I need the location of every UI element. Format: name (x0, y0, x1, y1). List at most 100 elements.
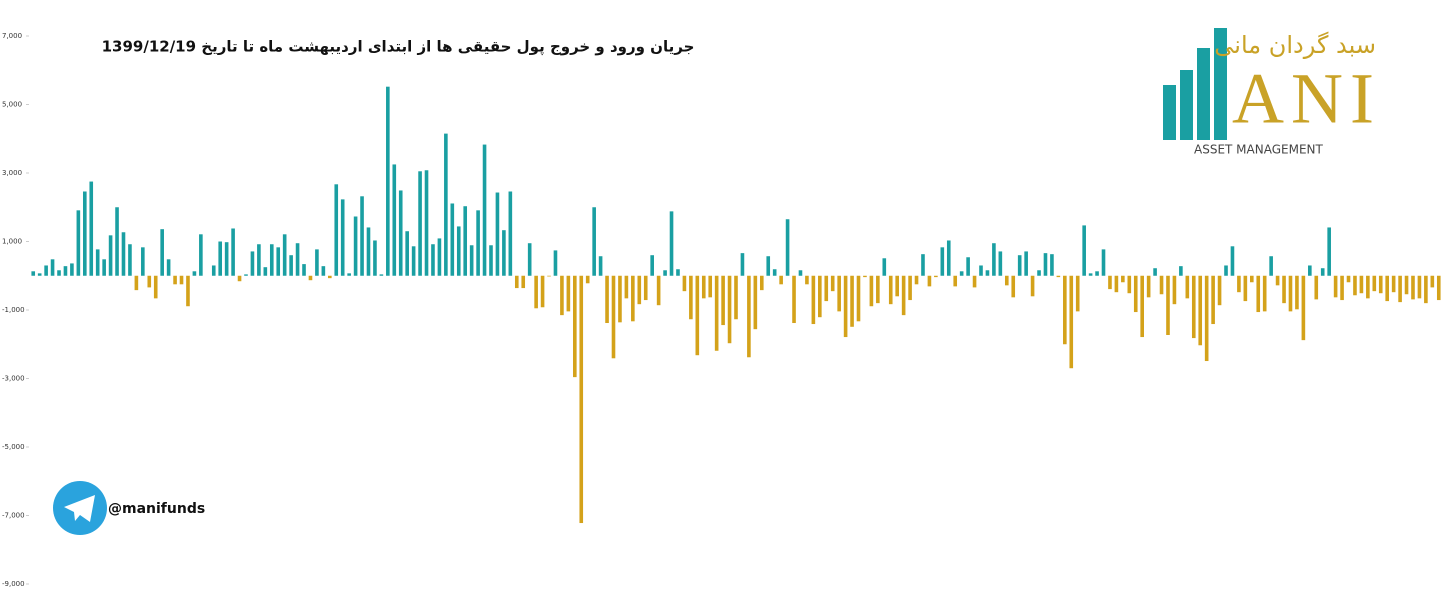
bar (747, 275, 751, 358)
bar (456, 226, 461, 276)
bar (972, 275, 977, 288)
bar (134, 275, 139, 291)
bar (560, 275, 564, 316)
bar (946, 240, 951, 276)
bar (876, 275, 880, 304)
bar (734, 275, 738, 320)
bar (618, 275, 622, 323)
bar (1391, 275, 1396, 293)
bar (682, 275, 687, 292)
bar (340, 199, 345, 276)
bar (276, 247, 281, 276)
bar (1430, 275, 1435, 288)
bar (895, 275, 899, 297)
bar (166, 259, 171, 276)
y-tick-label: 1,000 (2, 238, 22, 246)
bar (740, 253, 745, 276)
y-tick-label: 3,000 (2, 169, 22, 177)
bar (772, 269, 777, 276)
bar (676, 269, 680, 276)
bar (263, 267, 268, 276)
bar (631, 275, 635, 322)
bar (1217, 275, 1222, 306)
bar (1424, 275, 1428, 304)
logo-persian: سبد گردان مانی (1214, 31, 1376, 59)
bar (850, 275, 854, 327)
bar (1166, 275, 1170, 336)
bar (347, 273, 351, 276)
bar (1082, 225, 1086, 276)
bar (534, 275, 538, 309)
bar (1320, 268, 1325, 276)
bar (1262, 275, 1267, 312)
bar (721, 275, 725, 326)
bar (179, 275, 184, 285)
bar (1146, 275, 1151, 298)
bar (1372, 275, 1377, 292)
bar (315, 249, 319, 276)
bar (940, 247, 945, 276)
bar (959, 271, 964, 276)
bar (1153, 268, 1157, 276)
bar (302, 264, 306, 276)
bar (701, 275, 706, 299)
bar (424, 170, 429, 276)
bar (934, 275, 938, 278)
bar (1411, 275, 1415, 300)
bar (863, 275, 867, 278)
bar (656, 275, 661, 306)
bar (798, 270, 803, 276)
bar (1404, 275, 1409, 295)
bar (643, 275, 648, 301)
bar (882, 258, 887, 276)
bar (1314, 275, 1319, 300)
bar (624, 275, 629, 299)
bar (444, 133, 448, 276)
bar (121, 232, 126, 276)
bar (95, 249, 100, 276)
bar (257, 244, 261, 276)
chart-title: جریان ورود و خروج پول حقیقی ها از ابتدای… (102, 38, 695, 57)
bar (70, 263, 74, 276)
bar (521, 275, 526, 289)
bar (547, 275, 551, 277)
logo-latin: ANI (1232, 59, 1374, 139)
bar (224, 242, 229, 276)
bar (1108, 275, 1112, 290)
bar (1004, 275, 1009, 286)
bar (1121, 275, 1125, 283)
bar (282, 234, 287, 276)
bar (598, 256, 603, 276)
y-tick-label: 7,000 (2, 32, 22, 40)
bar (405, 231, 409, 276)
bar (1172, 275, 1177, 305)
bar (1295, 275, 1299, 310)
bar (1069, 275, 1074, 369)
bar (605, 275, 609, 324)
bar (1095, 271, 1099, 276)
bar (437, 238, 442, 276)
bar (1024, 251, 1028, 276)
bar (1398, 275, 1402, 303)
bar (1063, 275, 1067, 345)
bar (1043, 253, 1048, 276)
bar (321, 266, 326, 276)
bar (914, 275, 919, 285)
bar (502, 230, 506, 276)
bar (476, 210, 480, 276)
bar (663, 270, 667, 276)
bar (418, 171, 422, 276)
bar (1346, 275, 1351, 283)
bar (1017, 255, 1022, 276)
logo-bar (1197, 48, 1210, 140)
bar (573, 275, 577, 378)
bar (708, 275, 713, 298)
bar (250, 251, 255, 276)
bar (1385, 275, 1390, 302)
bar (579, 275, 584, 524)
bar (115, 207, 119, 276)
bar (1256, 275, 1261, 313)
bar (386, 86, 390, 276)
bar (153, 275, 158, 299)
bar (966, 257, 970, 276)
